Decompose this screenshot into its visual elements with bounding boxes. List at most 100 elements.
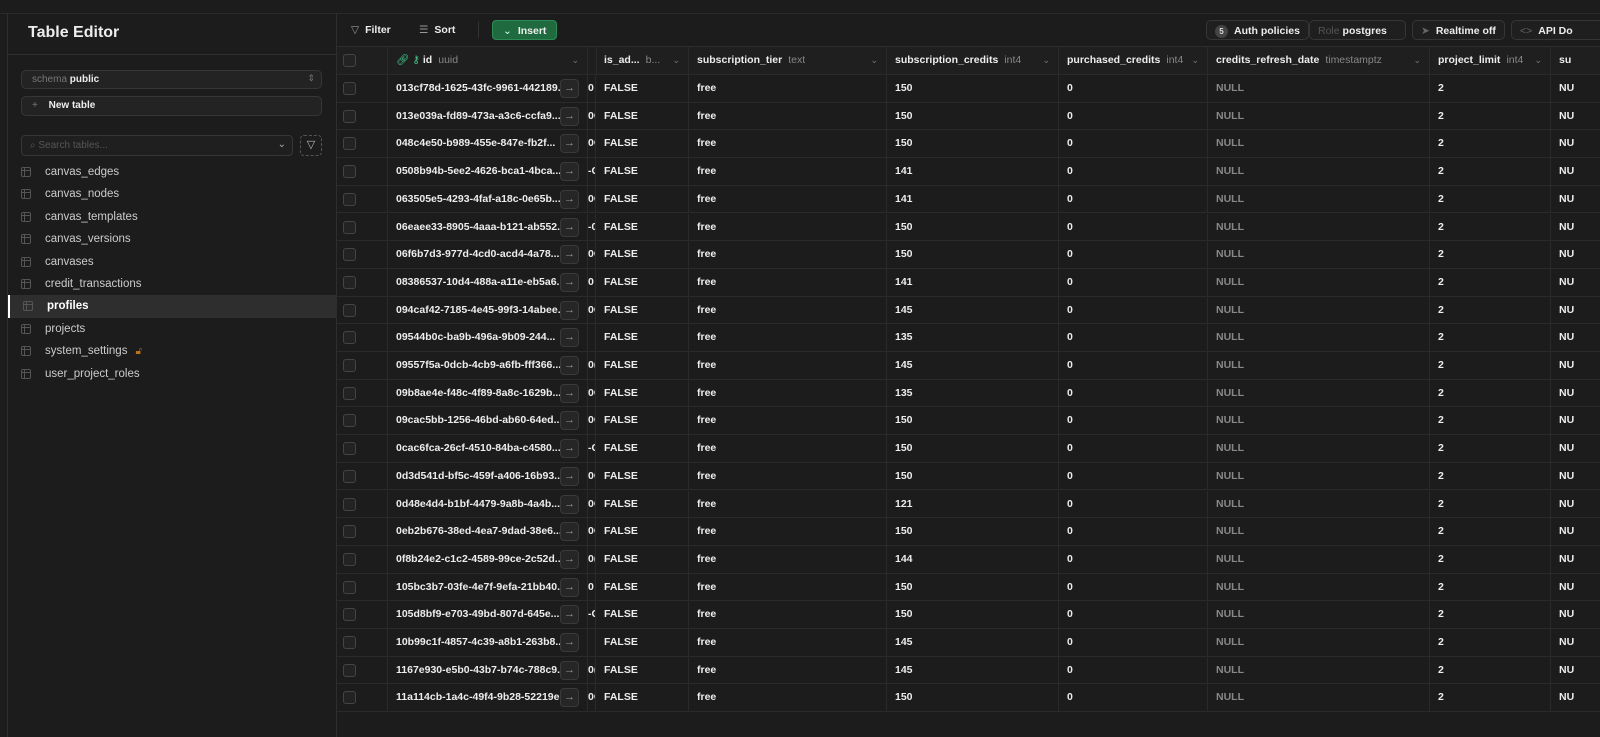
arrow-right-icon[interactable]: → [560,549,579,569]
table-row[interactable]: 06f6b7d3-977d-4cd0-acd4-4a78...→0CFALSEf… [337,241,1600,269]
auth-policies-button[interactable]: 5 Auth policies [1206,20,1309,40]
grid-cell[interactable]: 0 [1059,268,1208,296]
grid-cell[interactable]: 0 [1059,407,1208,435]
grid-cell[interactable]: 0C [588,130,596,158]
grid-cell[interactable]: 2 [1430,352,1551,379]
grid-cell[interactable]: 06f6b7d3-977d-4cd0-acd4-4a78... → [388,241,588,268]
grid-cell[interactable]: 135 [887,379,1059,407]
grid-cell[interactable]: 0( [588,545,596,573]
grid-cell[interactable]: NULL [1208,296,1430,324]
grid-cell[interactable]: NULL [1208,379,1430,407]
chevron-down-icon[interactable]: ⌄ [870,55,878,65]
grid-cell[interactable]: 1167e930-e5b0-43b7-b74c-788c9... → [388,656,588,684]
table-row[interactable]: 0eb2b676-38ed-4ea7-9dad-38e6...→0CFALSEf… [337,518,1600,546]
column-header[interactable] [588,47,597,74]
grid-cell[interactable]: NU [1551,241,1600,268]
grid-cell[interactable]: 0 [1059,684,1208,712]
chevrons-down-icon[interactable]: ⌄ [277,139,286,150]
grid-cell[interactable]: -0 [588,213,596,241]
table-row[interactable]: 013e039a-fd89-473a-a3c6-ccfa9...→0CFALSE… [337,102,1600,131]
grid-cell[interactable]: 063505e5-4293-4faf-a18c-0e65b... → [388,185,588,213]
grid-cell[interactable]: NULL [1208,268,1430,296]
search-tables-input[interactable]: ⌕ Search tables... ⌄ [21,135,293,156]
row-checkbox[interactable] [343,608,356,622]
grid-cell[interactable]: 048c4e50-b989-455e-847e-fb2f... → [388,130,588,158]
column-header[interactable]: is_ad... b... ⌄ [596,47,689,74]
row-checkbox[interactable] [343,414,356,428]
new-table-button[interactable]: + New table [21,96,322,116]
row-checkbox[interactable] [343,497,356,511]
grid-cell[interactable]: 09544b0c-ba9b-496a-9b09-244... → [388,324,588,351]
grid-cell[interactable]: NU [1551,574,1600,601]
arrow-right-icon[interactable]: → [560,162,579,182]
table-row[interactable]: 048c4e50-b989-455e-847e-fb2f... → 0C FALSE f… [337,130,1600,159]
grid-cell[interactable]: NULL [1208,407,1430,435]
grid-cell[interactable]: 105d8bf9-e703-49bd-807d-645e... → [388,601,588,628]
sidebar-table-item[interactable]: system_settings 🔓︎ [8,340,336,362]
sidebar-table-item[interactable]: projects [8,318,336,340]
row-checkbox[interactable] [343,82,356,95]
arrow-right-icon[interactable]: → [560,688,579,708]
grid-cell[interactable]: 2 [1430,490,1551,518]
arrow-right-icon[interactable]: → [560,217,579,237]
grid-cell[interactable]: 145 [887,296,1059,324]
grid-cell[interactable]: free [689,435,887,462]
grid-cell[interactable]: 150 [887,684,1059,712]
grid-cell[interactable]: NULL [1208,518,1430,545]
grid-cell[interactable]: 2 [1430,573,1551,601]
row-checkbox[interactable] [343,165,356,179]
arrow-right-icon[interactable]: → [560,383,579,403]
arrow-right-icon[interactable]: → [560,466,579,486]
horizontal-scrollbar[interactable] [337,717,1600,737]
grid-cell[interactable]: 0 [588,573,596,601]
grid-cell[interactable]: 06eaee33-8905-4aaa-b121-ab552... → [388,213,588,241]
grid-cell[interactable]: 145 [887,629,1059,656]
grid-cell[interactable]: NULL [1208,352,1430,379]
insert-button[interactable]: ⌄ Insert [492,20,558,40]
row-checkbox[interactable] [343,275,356,289]
grid-cell[interactable]: 0C [588,407,596,435]
grid-cell[interactable]: 0C [588,379,596,407]
chevron-down-icon[interactable]: ⌄ [1191,55,1199,65]
grid-cell[interactable]: 0 [588,268,596,296]
table-row[interactable]: 0508b94b-5ee2-4626-bca1-4bca...→-CFALSEf… [337,158,1600,186]
grid-cell[interactable]: free [689,573,887,601]
grid-cell[interactable]: NU [1551,352,1600,379]
grid-cell[interactable]: FALSE [596,601,689,628]
grid-cell[interactable]: 0 [1059,158,1208,185]
grid-cell[interactable]: NU [1551,269,1600,296]
grid-cell[interactable]: 094caf42-7185-4e45-99f3-14abee... → [388,296,588,324]
arrow-right-icon[interactable]: → [560,245,579,265]
grid-cell[interactable]: 2 [1430,545,1551,573]
sidebar-table-item[interactable]: canvas_nodes [8,183,336,205]
row-checkbox[interactable] [343,525,356,539]
grid-cell[interactable]: free [689,268,887,296]
grid-cell[interactable]: free [689,75,887,102]
grid-cell[interactable]: free [689,352,887,379]
arrow-right-icon[interactable]: → [560,106,579,126]
grid-cell[interactable]: NU [1551,380,1600,407]
row-checkbox[interactable] [343,691,356,705]
grid-cell[interactable]: NU [1551,657,1600,684]
grid-cell[interactable]: -C [588,158,596,185]
realtime-toggle-button[interactable]: ➤ Realtime off [1412,20,1505,40]
grid-cell[interactable]: 0 [588,75,596,102]
grid-cell[interactable]: 08386537-10d4-488a-a11e-eb5a6... → [388,268,588,296]
row-checkbox[interactable] [343,580,356,594]
grid-cell[interactable]: NULL [1208,158,1430,185]
grid-cell[interactable]: free [689,158,887,185]
grid-cell[interactable] [588,324,596,351]
grid-cell[interactable]: 150 [887,462,1059,490]
arrow-right-icon[interactable]: → [560,328,579,348]
row-checkbox[interactable] [343,552,356,566]
chevron-down-icon[interactable]: ⌄ [1042,55,1050,65]
grid-cell[interactable]: FALSE [596,407,689,435]
row-checkbox[interactable] [343,386,356,400]
grid-cell[interactable]: 0 [1059,462,1208,490]
table-row[interactable]: 0d48e4d4-b1bf-4479-9a8b-4a4b...→0CFALSEf… [337,490,1600,519]
chevron-down-icon[interactable]: ⌄ [1413,55,1421,65]
row-checkbox[interactable] [343,220,356,234]
table-row[interactable]: 063505e5-4293-4faf-a18c-0e65b...→0CFALSE… [337,185,1600,214]
grid-cell[interactable]: 0C [588,462,596,490]
grid-cell[interactable]: FALSE [596,185,689,213]
